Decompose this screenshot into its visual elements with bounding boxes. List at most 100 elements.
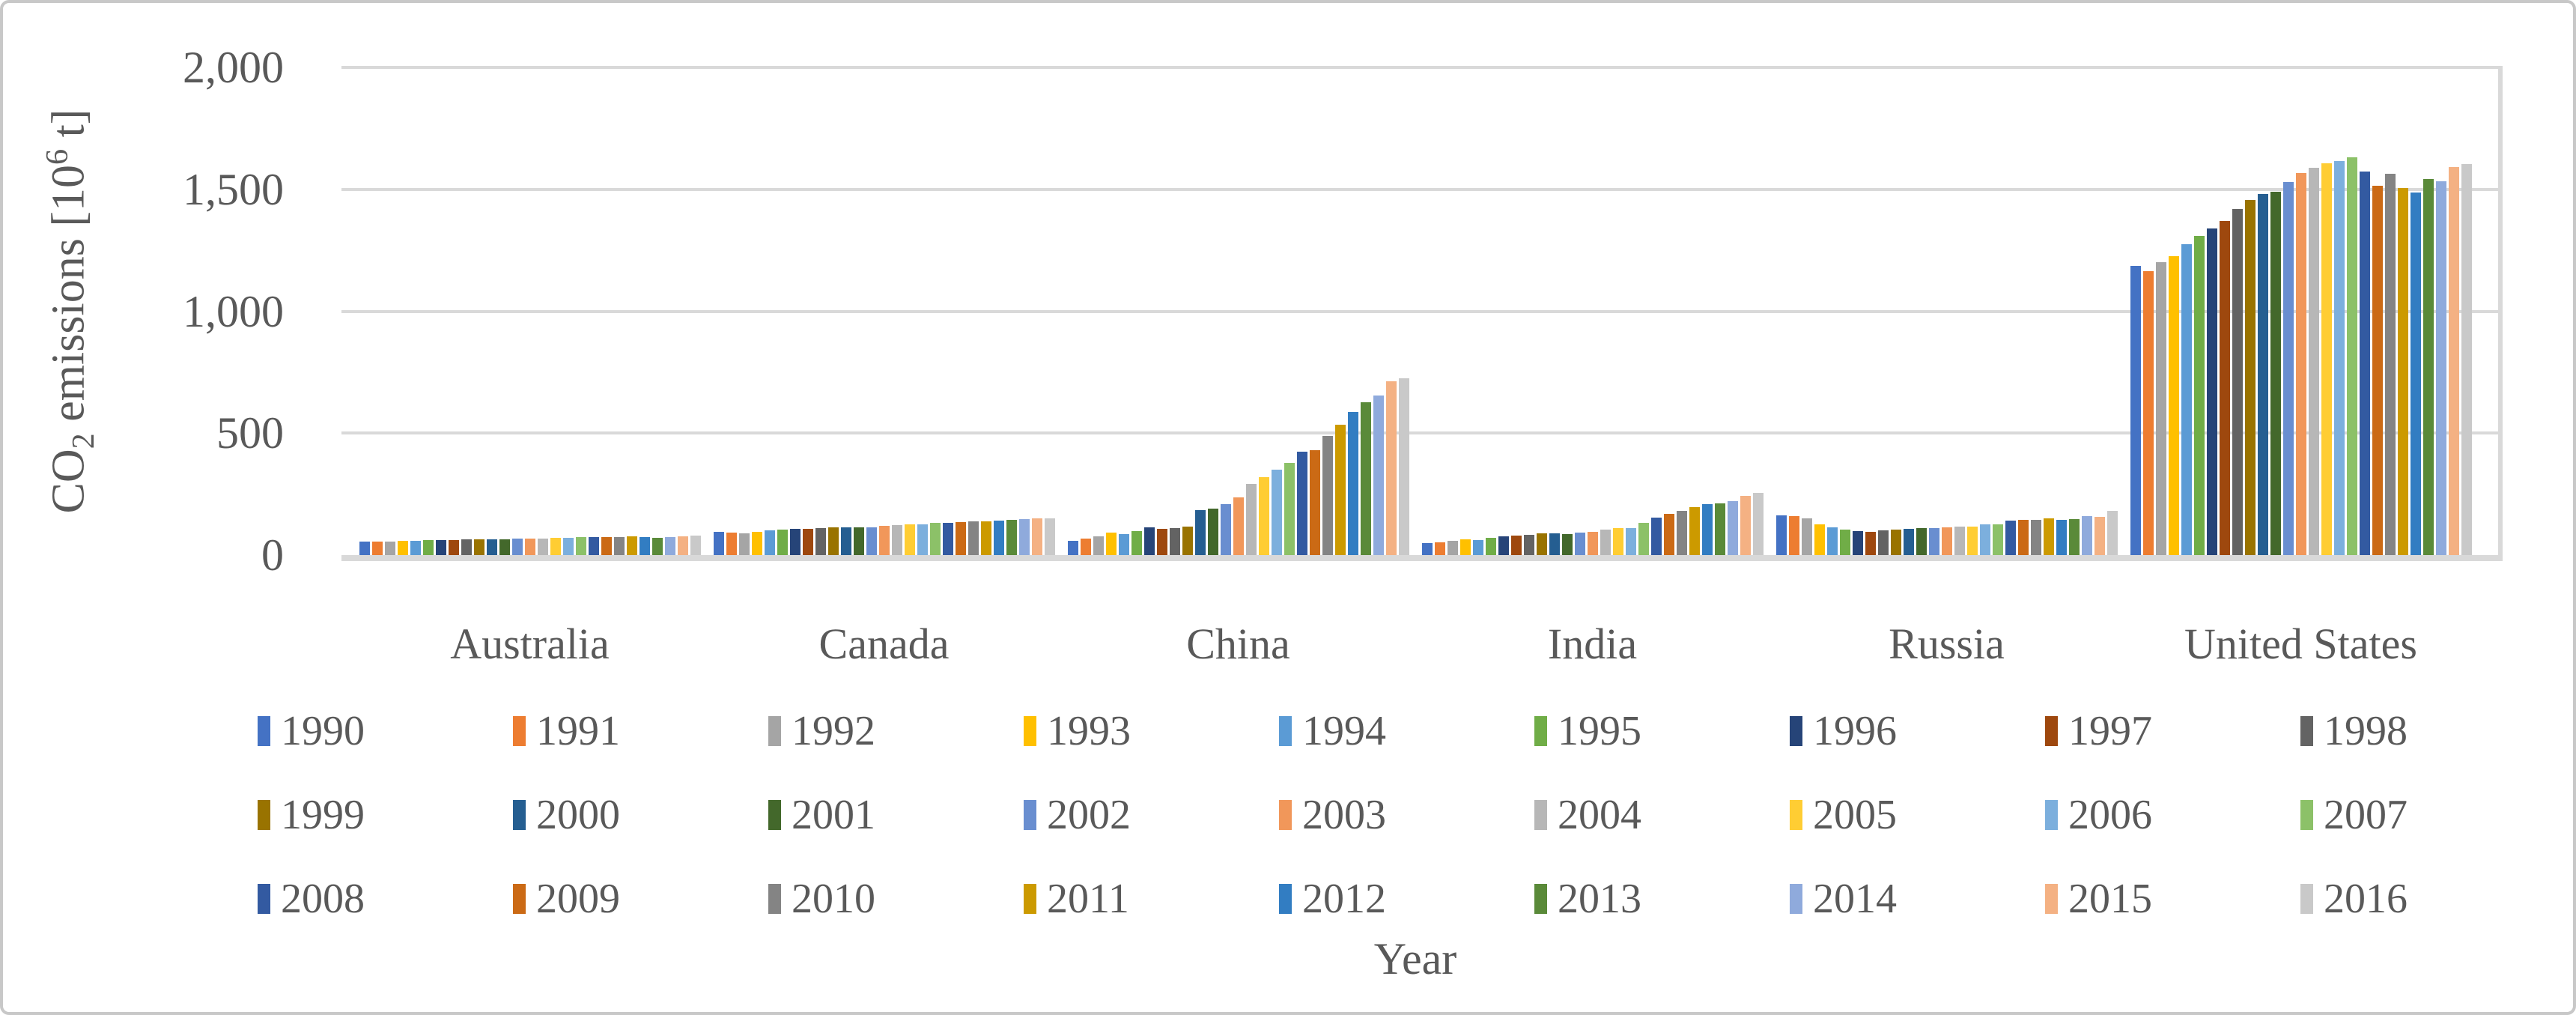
bar-canada-1991	[726, 533, 737, 555]
legend-label-1993: 1993	[1047, 708, 1131, 754]
bar-china-2014	[1373, 396, 1384, 555]
legend-item-1992: 1992	[768, 710, 875, 752]
legend-swatch-2011	[1024, 884, 1036, 914]
bar-group-united-states	[2124, 67, 2478, 555]
bar-china-1992	[1093, 536, 1104, 555]
legend-label-1991: 1991	[536, 708, 620, 754]
bar-united-states-2007	[2346, 157, 2357, 555]
legend-label-1996: 1996	[1813, 708, 1897, 754]
bar-canada-2012	[993, 521, 1004, 555]
bar-united-states-2003	[2295, 173, 2306, 555]
bar-canada-2011	[980, 521, 991, 555]
bar-china-2002	[1220, 504, 1231, 555]
bar-india-1993	[1459, 539, 1471, 555]
bar-united-states-1997	[2219, 221, 2230, 555]
y-axis-title-end: t]	[43, 109, 94, 149]
bar-australia-2013	[651, 538, 663, 555]
legend-swatch-2004	[1534, 800, 1547, 830]
legend-swatch-2010	[768, 884, 781, 914]
bar-china-2004	[1245, 484, 1257, 555]
y-tick-label-2,000: 2,000	[183, 43, 284, 92]
legend-item-1993: 1993	[1024, 710, 1131, 752]
legend-swatch-2002	[1024, 800, 1036, 830]
bar-china-2011	[1334, 425, 1346, 555]
bar-china-1990	[1067, 541, 1078, 555]
bar-canada-2009	[955, 522, 966, 555]
bar-russia-2002	[1928, 528, 1939, 555]
bar-russia-2006	[1979, 524, 1990, 555]
legend-item-2004: 2004	[1534, 794, 1641, 836]
y-axis-title-superscript: 6	[40, 148, 75, 165]
bar-india-2016	[1752, 493, 1764, 555]
x-axis-title: Year	[1373, 934, 1457, 984]
legend-label-1998: 1998	[2324, 708, 2408, 754]
legend-label-2005: 2005	[1813, 792, 1897, 838]
bar-canada-1994	[764, 530, 775, 555]
bar-united-states-1990	[2130, 266, 2141, 555]
bar-india-2001	[1561, 534, 1573, 555]
bar-united-states-1993	[2168, 256, 2179, 555]
bar-russia-2014	[2081, 516, 2092, 555]
bar-australia-2015	[677, 536, 688, 555]
bar-australia-1991	[371, 542, 383, 555]
bar-united-states-1991	[2142, 271, 2154, 555]
legend-label-2014: 2014	[1813, 876, 1897, 922]
bar-china-1997	[1156, 529, 1167, 555]
legend-swatch-1995	[1534, 716, 1547, 746]
legend-label-1994: 1994	[1302, 708, 1386, 754]
category-label-russia: Russia	[1889, 619, 2005, 668]
bar-china-1995	[1131, 531, 1142, 555]
bar-united-states-2011	[2397, 188, 2408, 555]
legend-label-2003: 2003	[1302, 792, 1386, 838]
legend-label-2001: 2001	[792, 792, 875, 838]
y-tick-label-0: 0	[261, 530, 284, 580]
bar-australia-2002	[511, 539, 523, 555]
bar-china-2003	[1233, 497, 1244, 555]
bar-china-2008	[1296, 452, 1307, 555]
gridline-500	[341, 431, 2503, 435]
bar-india-2007	[1638, 523, 1649, 555]
legend-item-2012: 2012	[1279, 878, 1386, 920]
legend-item-1999: 1999	[258, 794, 365, 836]
bar-china-2012	[1347, 412, 1358, 555]
bar-australia-1995	[422, 540, 434, 555]
legend-swatch-2014	[1790, 884, 1802, 914]
bar-india-2000	[1549, 533, 1560, 555]
bar-china-2006	[1271, 470, 1282, 555]
bar-russia-2016	[2106, 511, 2118, 555]
bar-india-2003	[1587, 532, 1598, 555]
bar-canada-2003	[878, 526, 890, 555]
bar-australia-2016	[690, 536, 701, 555]
bar-united-states-1994	[2181, 244, 2192, 555]
bar-india-1994	[1472, 540, 1483, 555]
bar-india-2014	[1727, 501, 1738, 555]
bar-russia-2007	[1992, 524, 2003, 555]
legend-label-2009: 2009	[536, 876, 620, 922]
bar-united-states-2013	[2422, 179, 2434, 555]
bar-russia-2011	[2043, 518, 2054, 555]
legend-label-2006: 2006	[2068, 792, 2152, 838]
bar-canada-2007	[929, 523, 941, 555]
bar-china-1998	[1169, 528, 1180, 555]
bar-russia-2013	[2068, 519, 2080, 555]
bar-united-states-2000	[2257, 194, 2268, 555]
bar-india-2013	[1714, 503, 1725, 555]
bar-australia-2007	[575, 537, 586, 555]
legend-item-2010: 2010	[768, 878, 875, 920]
bar-canada-2008	[942, 523, 953, 555]
bar-india-2015	[1740, 496, 1751, 555]
x-axis-line	[341, 555, 2503, 561]
legend-swatch-2016	[2300, 884, 2313, 914]
bar-russia-2015	[2094, 517, 2105, 555]
bar-united-states-1992	[2155, 262, 2166, 555]
bar-russia-2003	[1941, 527, 1952, 555]
bar-australia-1998	[461, 539, 472, 555]
legend-swatch-2012	[1279, 884, 1292, 914]
legend-swatch-2005	[1790, 800, 1802, 830]
legend-item-2006: 2006	[2045, 794, 2152, 836]
bar-australia-2009	[601, 537, 612, 555]
y-tick-label-1,000: 1,000	[183, 286, 284, 336]
gridline-1500	[341, 187, 2503, 191]
bar-india-2012	[1701, 504, 1713, 555]
bar-united-states-2004	[2308, 168, 2319, 555]
